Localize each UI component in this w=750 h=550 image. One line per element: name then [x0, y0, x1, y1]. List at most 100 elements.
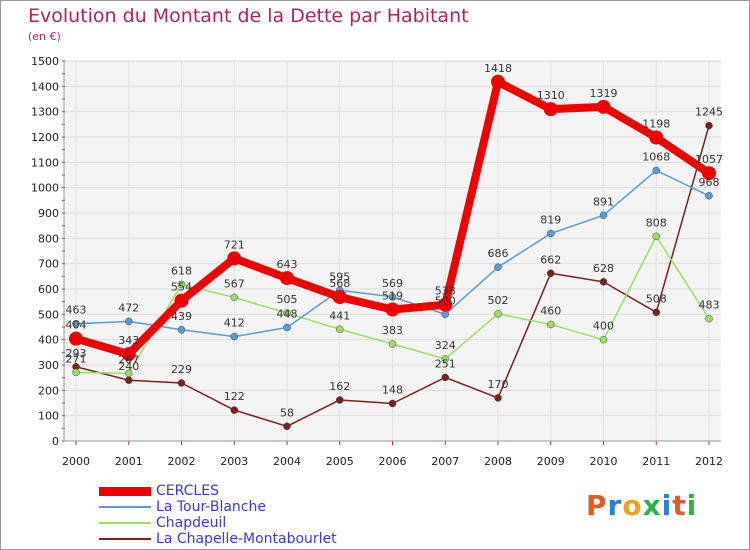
y-tick-label: 500	[38, 308, 59, 321]
data-label: 595	[329, 270, 350, 283]
x-tick-label: 2009	[537, 455, 565, 468]
data-label: 148	[382, 384, 403, 397]
data-label: 819	[540, 214, 561, 227]
data-label: 618	[171, 264, 192, 277]
y-tick-label: 1300	[31, 106, 59, 119]
data-label: 383	[382, 324, 403, 337]
data-point	[702, 166, 716, 181]
data-point	[72, 368, 80, 377]
logo-letter: r	[607, 489, 623, 522]
data-label: 1319	[590, 87, 618, 100]
data-point	[441, 355, 449, 363]
legend-label: CERCLES	[156, 483, 219, 499]
y-tick-label: 800	[38, 232, 59, 245]
logo-letter: i	[686, 489, 698, 522]
data-point	[599, 211, 608, 220]
y-tick-label: 600	[38, 283, 59, 296]
data-point	[543, 102, 558, 117]
legend-label: Chapdeuil	[156, 515, 227, 531]
data-label: 1198	[642, 118, 670, 131]
data-point	[705, 121, 713, 130]
data-label: 472	[118, 301, 139, 314]
data-label: 267	[118, 353, 139, 366]
data-label: 400	[593, 320, 614, 333]
data-point	[388, 340, 397, 348]
data-point	[705, 314, 713, 323]
data-point	[494, 394, 502, 402]
logo-letter: o	[622, 489, 643, 522]
y-tick-label: 900	[38, 207, 59, 220]
data-label: 240	[118, 360, 139, 373]
data-point	[652, 166, 660, 175]
data-point	[649, 130, 664, 145]
data-point	[385, 302, 400, 317]
y-tick-label: 1000	[31, 182, 59, 195]
y-tick-label: 1200	[31, 131, 59, 144]
data-point	[72, 319, 80, 328]
data-point	[652, 308, 660, 317]
data-label: 271	[66, 352, 87, 365]
legend-label: La Chapelle-Montabourlet	[156, 531, 337, 547]
data-label: 686	[488, 247, 509, 260]
unit-label: (en €)	[28, 30, 61, 43]
legend-swatch	[99, 522, 151, 524]
data-point	[332, 290, 347, 305]
data-label: 628	[593, 262, 614, 275]
data-label: 122	[224, 390, 245, 403]
data-label: 968	[699, 176, 720, 189]
data-label: 412	[224, 317, 245, 330]
y-tick-label: 300	[38, 359, 59, 372]
data-label: 554	[171, 281, 192, 294]
data-point	[174, 293, 189, 308]
data-label: 463	[66, 304, 87, 317]
data-label: 1418	[484, 62, 512, 75]
data-label: 441	[329, 309, 350, 322]
y-tick-label: 1400	[31, 80, 59, 93]
data-label: 58	[280, 406, 294, 419]
data-point	[596, 99, 611, 114]
data-label: 568	[329, 277, 350, 290]
data-point	[547, 320, 555, 329]
y-tick-label: 700	[38, 258, 59, 271]
data-label: 343	[118, 334, 139, 347]
y-tick-label: 1500	[31, 55, 59, 68]
x-tick-label: 2012	[695, 455, 723, 468]
data-point	[388, 399, 397, 408]
x-tick-label: 2011	[642, 455, 670, 468]
data-point	[547, 229, 555, 238]
data-point	[336, 325, 344, 334]
legend-swatch	[99, 486, 151, 496]
x-tick-label: 2003	[220, 455, 248, 468]
y-tick-label: 400	[38, 334, 59, 347]
data-point	[388, 293, 397, 301]
data-label: 1057	[695, 153, 723, 166]
data-point	[230, 406, 238, 414]
data-point	[491, 74, 505, 89]
y-tick-label: 0	[52, 435, 59, 448]
data-label: 519	[382, 290, 403, 303]
data-label: 460	[540, 304, 561, 317]
chart-title: Evolution du Montant de la Dette par Hab…	[28, 5, 469, 27]
data-point	[177, 280, 186, 289]
data-point	[494, 263, 502, 271]
data-label: 162	[329, 380, 350, 393]
legend-swatch	[99, 506, 151, 508]
data-point	[441, 373, 449, 382]
logo-letter: P	[586, 489, 608, 522]
data-label: 643	[277, 258, 298, 271]
data-label: 808	[646, 216, 667, 229]
data-label: 229	[171, 363, 192, 376]
data-label: 891	[593, 195, 614, 208]
data-point	[230, 293, 238, 302]
x-tick-label: 2000	[62, 455, 90, 468]
data-point	[230, 332, 238, 341]
data-point	[280, 271, 294, 286]
data-label: 404	[66, 319, 87, 332]
data-label: 538	[435, 285, 456, 298]
y-tick-label: 1100	[31, 156, 59, 169]
data-label: 500	[435, 294, 456, 307]
data-point	[599, 278, 608, 286]
logo-letter: t	[672, 489, 687, 522]
